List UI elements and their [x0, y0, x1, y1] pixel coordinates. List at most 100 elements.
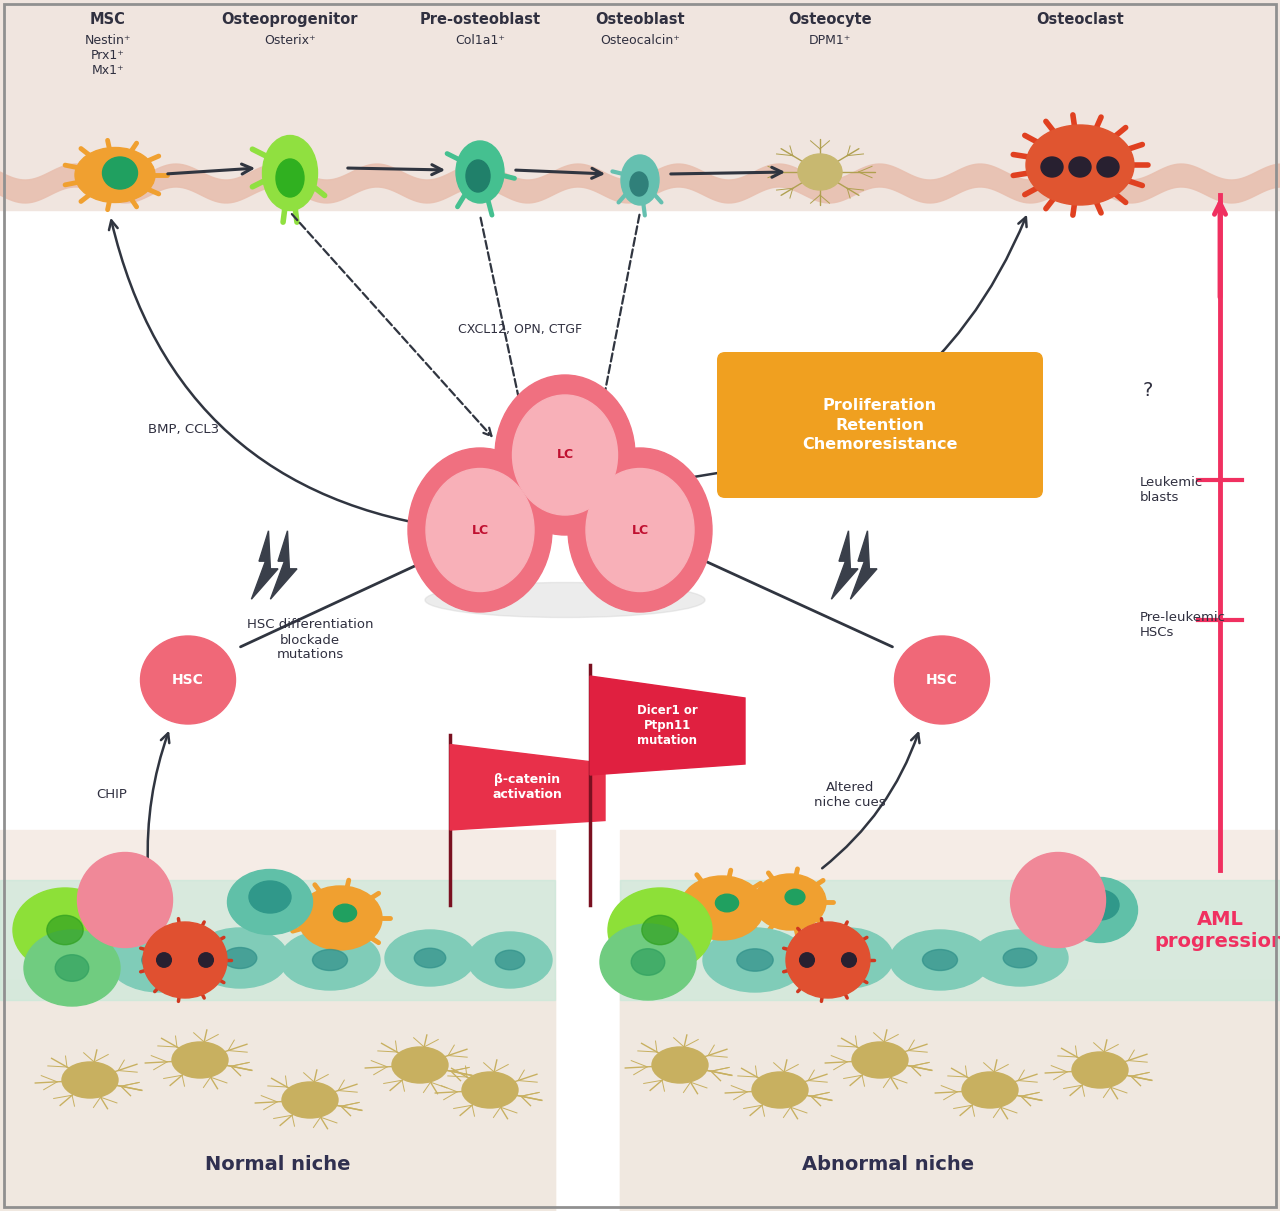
- Ellipse shape: [312, 949, 347, 970]
- Ellipse shape: [47, 916, 83, 945]
- Ellipse shape: [108, 928, 212, 992]
- Bar: [0, 880, 556, 1000]
- FancyArrowPatch shape: [168, 163, 252, 174]
- FancyArrowPatch shape: [671, 167, 782, 177]
- Ellipse shape: [392, 1048, 448, 1083]
- Ellipse shape: [78, 853, 173, 947]
- Text: DPM1⁺: DPM1⁺: [809, 34, 851, 47]
- Ellipse shape: [143, 922, 227, 998]
- Text: LC: LC: [471, 523, 489, 536]
- Text: AML
progression: AML progression: [1155, 909, 1280, 951]
- Text: Nestin⁺
Prx1⁺
Mx1⁺: Nestin⁺ Prx1⁺ Mx1⁺: [84, 34, 132, 78]
- Ellipse shape: [141, 636, 236, 724]
- Ellipse shape: [1010, 853, 1106, 947]
- Ellipse shape: [737, 948, 773, 971]
- Ellipse shape: [76, 148, 155, 202]
- Ellipse shape: [228, 869, 312, 935]
- Ellipse shape: [1062, 878, 1138, 942]
- Ellipse shape: [385, 930, 475, 986]
- Ellipse shape: [963, 1072, 1018, 1108]
- Ellipse shape: [1004, 948, 1037, 968]
- Text: Pre-leukemic
HSCs: Pre-leukemic HSCs: [1140, 612, 1226, 639]
- Ellipse shape: [223, 947, 257, 969]
- Ellipse shape: [425, 582, 705, 618]
- Bar: [620, 880, 1280, 1000]
- Ellipse shape: [468, 932, 552, 988]
- Polygon shape: [832, 530, 858, 599]
- Ellipse shape: [250, 880, 291, 913]
- Ellipse shape: [280, 930, 380, 991]
- FancyArrowPatch shape: [109, 220, 457, 529]
- Text: Leukemic
blasts: Leukemic blasts: [1140, 476, 1203, 504]
- Text: MSC: MSC: [90, 12, 125, 27]
- Ellipse shape: [785, 889, 805, 905]
- Ellipse shape: [1027, 125, 1134, 205]
- Ellipse shape: [462, 1072, 518, 1108]
- Ellipse shape: [852, 1041, 908, 1078]
- Bar: [0, 830, 556, 1211]
- Ellipse shape: [890, 930, 989, 991]
- Text: Osteocalcin⁺: Osteocalcin⁺: [600, 34, 680, 47]
- Ellipse shape: [61, 1062, 118, 1098]
- Text: ?: ?: [1143, 380, 1153, 400]
- Ellipse shape: [1069, 157, 1091, 177]
- Polygon shape: [850, 530, 877, 599]
- Ellipse shape: [786, 922, 870, 998]
- Text: Col1a1⁺: Col1a1⁺: [454, 34, 506, 47]
- Text: Osteoclast: Osteoclast: [1036, 12, 1124, 27]
- Ellipse shape: [754, 874, 826, 930]
- Ellipse shape: [466, 160, 490, 193]
- Text: CHIP: CHIP: [96, 788, 128, 802]
- Ellipse shape: [797, 154, 842, 190]
- Ellipse shape: [832, 947, 864, 969]
- Text: Abnormal niche: Abnormal niche: [803, 1155, 974, 1175]
- Ellipse shape: [600, 924, 696, 1000]
- Ellipse shape: [1073, 1052, 1128, 1087]
- Ellipse shape: [1041, 157, 1062, 177]
- Text: Proliferation
Retention
Chemoresistance: Proliferation Retention Chemoresistance: [803, 398, 957, 452]
- Polygon shape: [251, 530, 278, 599]
- Bar: [620, 980, 1280, 1211]
- Ellipse shape: [630, 172, 648, 196]
- Ellipse shape: [1082, 890, 1119, 920]
- FancyArrowPatch shape: [676, 547, 892, 647]
- Bar: [620, 830, 1280, 1211]
- Polygon shape: [590, 676, 745, 775]
- Ellipse shape: [652, 1048, 708, 1083]
- Text: BMP, CCL3: BMP, CCL3: [148, 424, 219, 436]
- Text: Pre-osteoblast: Pre-osteoblast: [420, 12, 540, 27]
- Text: Osteoblast: Osteoblast: [595, 12, 685, 27]
- Ellipse shape: [198, 953, 214, 968]
- Text: Altered
niche cues: Altered niche cues: [814, 781, 886, 809]
- FancyArrowPatch shape: [241, 547, 454, 647]
- Ellipse shape: [102, 157, 137, 189]
- Text: Osteoprogenitor: Osteoprogenitor: [221, 12, 358, 27]
- Ellipse shape: [1097, 157, 1119, 177]
- Polygon shape: [270, 530, 297, 599]
- Text: Osterix⁺: Osterix⁺: [264, 34, 316, 47]
- Ellipse shape: [680, 876, 764, 940]
- Ellipse shape: [408, 448, 552, 612]
- Ellipse shape: [923, 949, 957, 970]
- FancyArrowPatch shape: [822, 734, 919, 868]
- Ellipse shape: [142, 948, 178, 971]
- Ellipse shape: [621, 155, 659, 205]
- Ellipse shape: [192, 928, 288, 988]
- Ellipse shape: [608, 888, 712, 972]
- Bar: [0, 0, 1280, 210]
- Text: CXCL12, OPN, CTGF: CXCL12, OPN, CTGF: [458, 323, 582, 337]
- FancyArrowPatch shape: [292, 214, 492, 436]
- Ellipse shape: [426, 469, 534, 591]
- Ellipse shape: [156, 953, 172, 968]
- Ellipse shape: [568, 448, 712, 612]
- Bar: [0, 980, 556, 1211]
- FancyArrowPatch shape: [516, 168, 602, 178]
- Ellipse shape: [842, 953, 856, 968]
- Ellipse shape: [703, 928, 806, 992]
- Ellipse shape: [631, 948, 664, 975]
- Ellipse shape: [803, 928, 893, 988]
- Text: β-catenin
activation: β-catenin activation: [493, 774, 562, 802]
- Text: Normal niche: Normal niche: [205, 1155, 351, 1175]
- Ellipse shape: [172, 1041, 228, 1078]
- Ellipse shape: [298, 886, 381, 949]
